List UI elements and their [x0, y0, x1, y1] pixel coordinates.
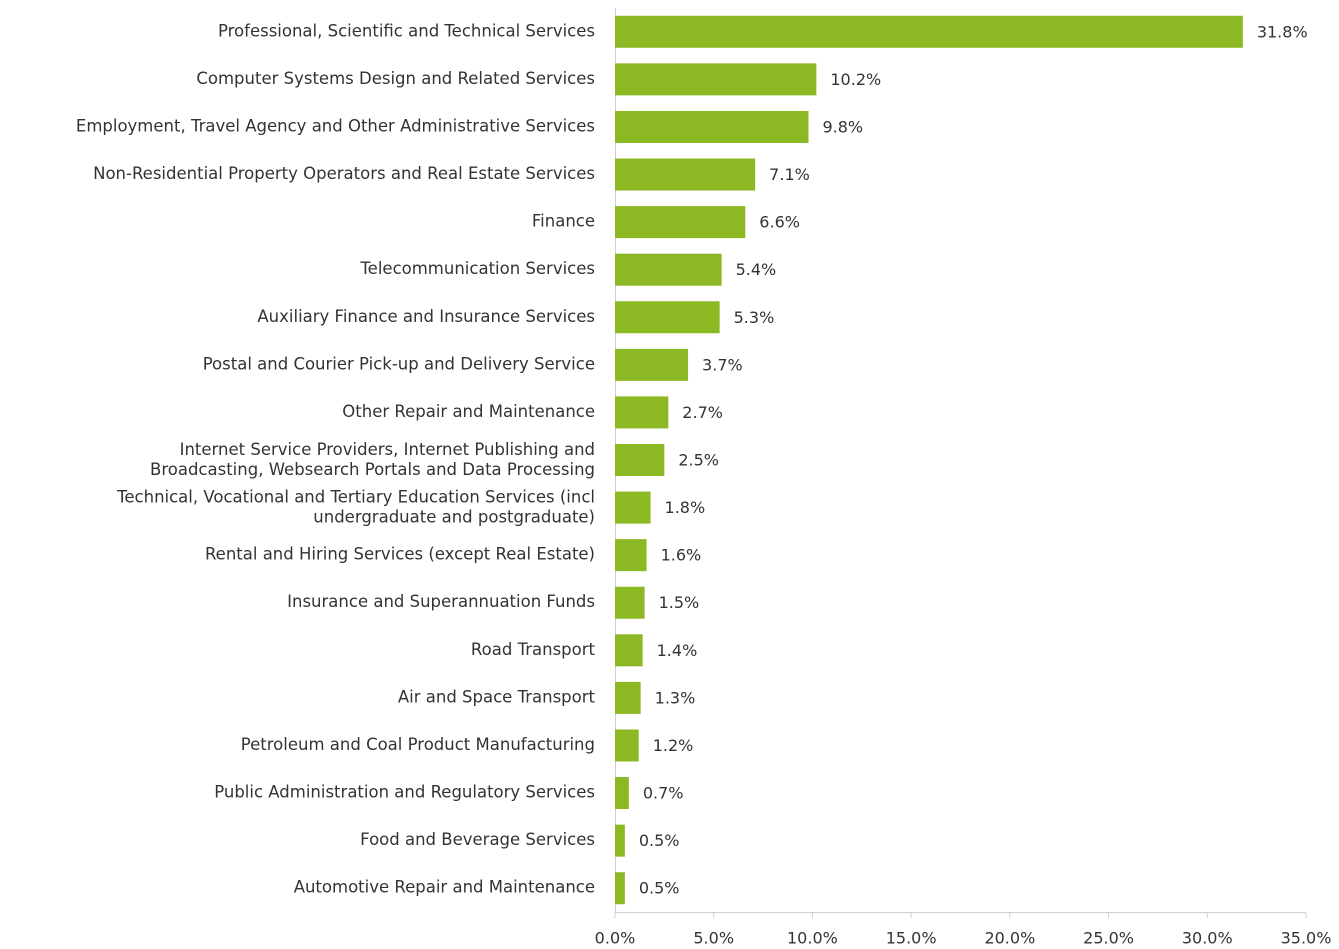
category-label: Internet Service Providers, Internet Pub… [150, 440, 595, 479]
category-label: Insurance and Superannuation Funds [287, 592, 595, 611]
category-label: Rental and Hiring Services (except Real … [205, 545, 595, 564]
bar [615, 872, 625, 905]
x-tick-label: 35.0% [1281, 929, 1332, 948]
category-label: Auxiliary Finance and Insurance Services [257, 307, 595, 326]
value-label: 1.2% [653, 736, 694, 755]
value-label: 3.7% [702, 355, 743, 374]
value-label: 0.5% [639, 879, 680, 898]
category-label: Non-Residential Property Operators and R… [93, 164, 595, 183]
category-label: Technical, Vocational and Tertiary Educa… [116, 487, 595, 526]
x-tick-label: 20.0% [984, 929, 1035, 948]
category-label: Postal and Courier Pick-up and Delivery … [203, 354, 595, 373]
value-label: 2.7% [682, 403, 723, 422]
category-label: Food and Beverage Services [360, 830, 595, 849]
value-label: 0.7% [643, 784, 684, 803]
bar [615, 348, 689, 381]
x-tick-label: 0.0% [595, 929, 636, 948]
category-label: Other Repair and Maintenance [342, 402, 595, 421]
bar [615, 301, 720, 334]
value-label: 2.5% [678, 451, 719, 470]
category-label: Road Transport [471, 640, 596, 659]
bar [615, 777, 629, 810]
value-label: 0.5% [639, 831, 680, 850]
x-tick-label: 30.0% [1182, 929, 1233, 948]
bar [615, 681, 641, 714]
value-label: 7.1% [769, 165, 810, 184]
bar [615, 158, 756, 191]
value-label: 1.6% [661, 546, 702, 565]
bar [615, 206, 746, 239]
bar [615, 539, 647, 572]
value-label: 1.4% [657, 641, 698, 660]
category-label: Air and Space Transport [398, 687, 596, 706]
bar [615, 110, 809, 143]
value-label: 1.3% [655, 688, 696, 707]
x-tick-label: 5.0% [693, 929, 734, 948]
value-label: 6.6% [759, 213, 800, 232]
value-label: 1.8% [665, 498, 706, 517]
x-tick-label: 25.0% [1083, 929, 1134, 948]
category-label: Professional, Scientific and Technical S… [218, 21, 595, 40]
category-label: Telecommunication Services [359, 259, 595, 278]
x-tick-label: 10.0% [787, 929, 838, 948]
value-label: 31.8% [1257, 22, 1308, 41]
value-label: 1.5% [659, 593, 700, 612]
value-label: 10.2% [830, 70, 881, 89]
bar [615, 253, 722, 286]
bar [615, 63, 817, 96]
category-label: Petroleum and Coal Product Manufacturing [241, 735, 595, 754]
bar [615, 586, 645, 619]
x-tick-label: 15.0% [886, 929, 937, 948]
value-label: 9.8% [822, 117, 863, 136]
value-label: 5.3% [734, 308, 775, 327]
bar [615, 444, 665, 476]
category-label: Computer Systems Design and Related Serv… [196, 69, 595, 88]
value-label: 5.4% [736, 260, 777, 279]
bar [615, 15, 1243, 48]
bar [615, 729, 639, 762]
category-label: Employment, Travel Agency and Other Admi… [76, 116, 595, 135]
bar [615, 396, 669, 429]
category-label: Automotive Repair and Maintenance [294, 878, 595, 897]
category-label: Public Administration and Regulatory Ser… [214, 783, 595, 802]
bar [615, 491, 651, 524]
bar [615, 824, 625, 857]
category-label: Finance [532, 212, 595, 231]
bar [615, 634, 643, 667]
